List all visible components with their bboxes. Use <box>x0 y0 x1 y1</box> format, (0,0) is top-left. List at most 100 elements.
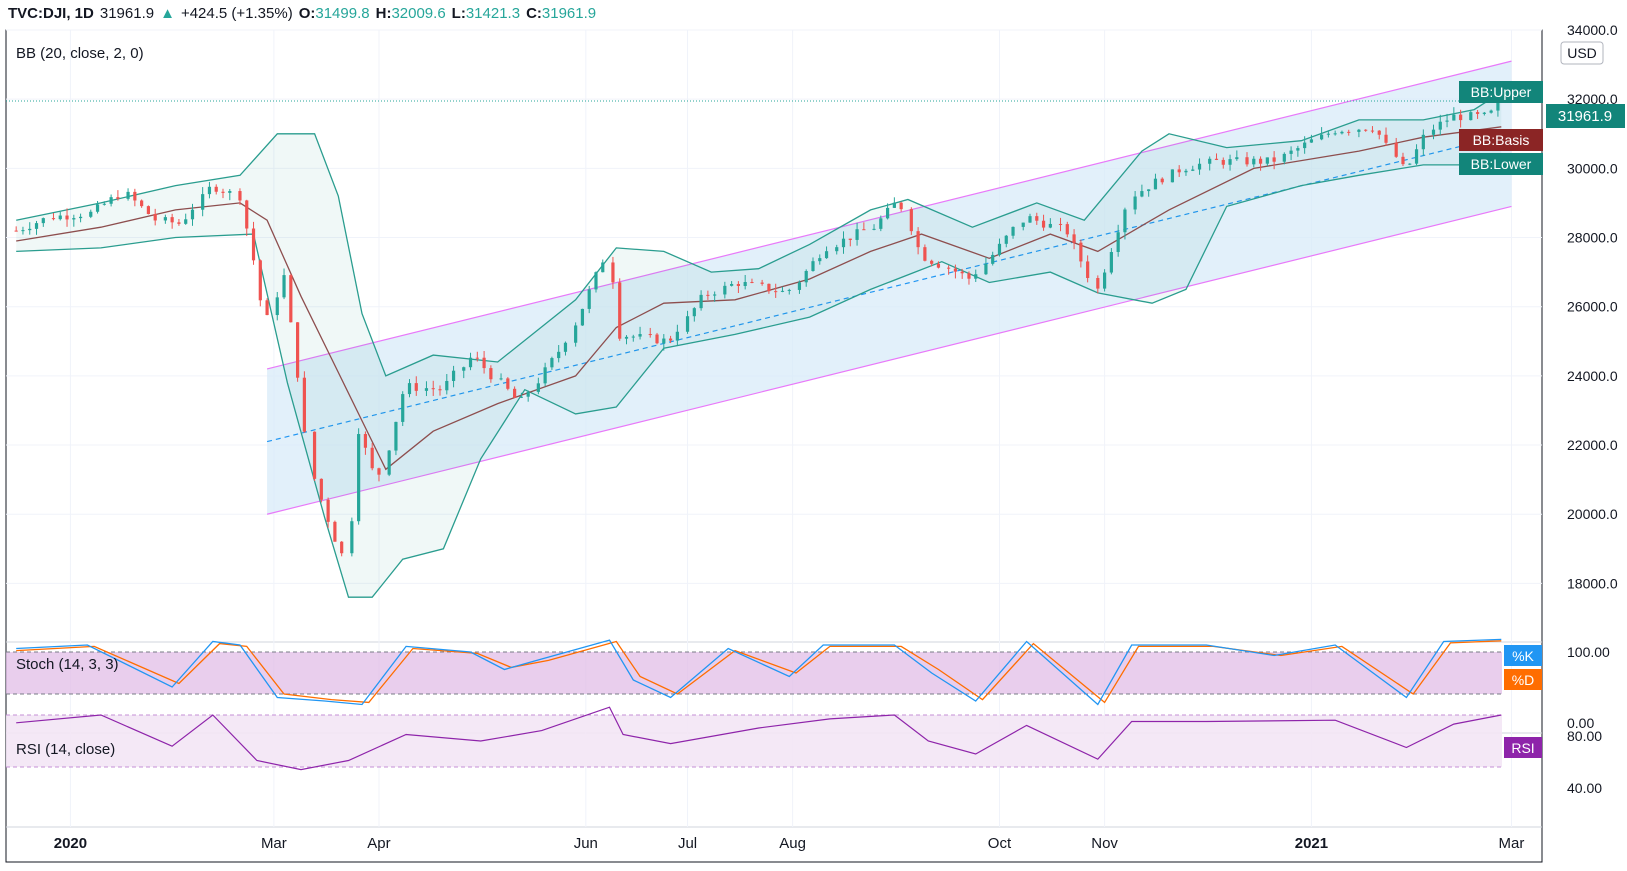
rsi-legend[interactable]: RSI (14, close) <box>16 741 115 758</box>
candle-body <box>258 260 262 301</box>
time-tick-label: Oct <box>988 835 1012 852</box>
time-tick-label: Nov <box>1091 835 1118 852</box>
candle-body <box>947 267 951 269</box>
candle-body <box>536 383 540 392</box>
stoch-legend[interactable]: Stoch (14, 3, 3) <box>16 656 119 673</box>
candle-body <box>1320 134 1324 140</box>
candle-body <box>21 230 25 232</box>
candle-body <box>1282 153 1286 162</box>
candle-body <box>238 191 242 201</box>
regression-channel[interactable] <box>266 60 1512 515</box>
candle-body <box>1160 178 1164 183</box>
bb-lower-tag-bg <box>1459 153 1543 175</box>
candle-body <box>587 289 591 309</box>
candle-body <box>1296 148 1300 151</box>
candle-body <box>333 521 337 542</box>
candle-body <box>1096 278 1100 289</box>
candle-body <box>767 283 771 292</box>
last-price: 31961.9 <box>99 4 155 22</box>
bb-legend[interactable]: BB (20, close, 2, 0) <box>16 45 144 62</box>
candle-body <box>438 389 442 391</box>
rsi-pane[interactable] <box>6 706 1502 771</box>
candle-body <box>513 388 517 398</box>
time-tick-label: 2020 <box>54 835 87 852</box>
candle-body <box>1482 112 1486 114</box>
stoch-band-fill <box>6 652 1502 694</box>
candle-body <box>1065 224 1069 235</box>
candle-body <box>146 206 151 215</box>
price-tick-label: 28000.0 <box>1567 230 1618 246</box>
open-label: O: <box>298 4 316 22</box>
candle-body <box>706 294 710 296</box>
candle-body <box>974 274 978 279</box>
candle-body <box>462 367 466 371</box>
currency-badge[interactable] <box>1560 41 1604 65</box>
price-tick-label: 32000.0 <box>1567 91 1618 107</box>
candle-body <box>1011 226 1015 236</box>
bb-upper-tag: BB:Upper <box>1471 84 1532 100</box>
candle-body <box>601 262 605 273</box>
candle-body <box>302 377 306 432</box>
candle-body <box>1109 252 1113 273</box>
candle-body <box>140 200 144 207</box>
candle-body <box>1153 178 1158 190</box>
last-price-tag: 31961.9 <box>1558 108 1612 125</box>
candle-body <box>855 229 859 240</box>
candle-body <box>228 191 232 193</box>
candle-body <box>1445 120 1449 122</box>
candle-body <box>89 211 93 217</box>
low-value: 31421.3 <box>465 4 521 22</box>
candle-body <box>991 254 995 264</box>
candle-body <box>387 450 391 475</box>
time-axis[interactable]: 2020 Mar Apr Jun Jul Aug Oct Nov 2021 Mar <box>54 835 1525 852</box>
candle-body <box>723 285 727 295</box>
candle-body <box>451 370 456 381</box>
candle-body <box>774 291 778 293</box>
candle-body <box>102 203 106 205</box>
symbol-title[interactable]: TVC:DJI, 1D <box>8 4 94 22</box>
price-axis[interactable]: 34000.0 32000.0 30000.0 28000.0 26000.0 24000… <box>1567 22 1618 591</box>
candle-body <box>835 247 839 252</box>
candle-body <box>177 222 181 224</box>
candle-body <box>885 207 890 219</box>
candle-body <box>563 342 568 352</box>
rsi-tag-bg <box>1504 737 1542 758</box>
candle-body <box>675 331 679 341</box>
stochastic-pane[interactable] <box>6 638 1502 706</box>
candle-body <box>51 218 56 220</box>
candle-body <box>116 197 120 199</box>
candle-body <box>1228 159 1232 165</box>
candle-body <box>960 271 964 274</box>
candle-body <box>750 282 754 284</box>
candle-body <box>1377 130 1381 135</box>
stoch-k-tag: %K <box>1512 648 1534 664</box>
bb-fill <box>16 92 1502 598</box>
candle-body <box>862 229 866 231</box>
candle-body <box>743 282 747 286</box>
candle-body <box>190 209 195 220</box>
channel-lower-line <box>266 205 1512 515</box>
candle-body <box>28 228 32 231</box>
candle-body <box>1147 189 1151 192</box>
bb-upper-tag-bg <box>1459 81 1543 103</box>
candle-body <box>953 268 958 272</box>
candle-body <box>265 300 269 316</box>
candle-body <box>916 231 920 248</box>
candle-body <box>1133 196 1137 210</box>
up-arrow-icon: ▲ <box>160 4 175 22</box>
candle-body <box>170 217 174 223</box>
candle-body <box>109 197 113 204</box>
time-tick-label: Jul <box>678 835 697 852</box>
candle-body <box>848 238 852 240</box>
candle-body <box>1357 129 1361 132</box>
candle-body <box>377 468 381 475</box>
candle-body <box>879 218 883 229</box>
bb-basis-tag-bg <box>1459 129 1543 151</box>
candle-body <box>126 191 130 199</box>
candle-body <box>1021 222 1025 227</box>
candle-body <box>1028 216 1032 223</box>
candle-body <box>41 218 45 224</box>
candle-body <box>1079 242 1083 262</box>
time-tick-label: Mar <box>261 835 287 852</box>
